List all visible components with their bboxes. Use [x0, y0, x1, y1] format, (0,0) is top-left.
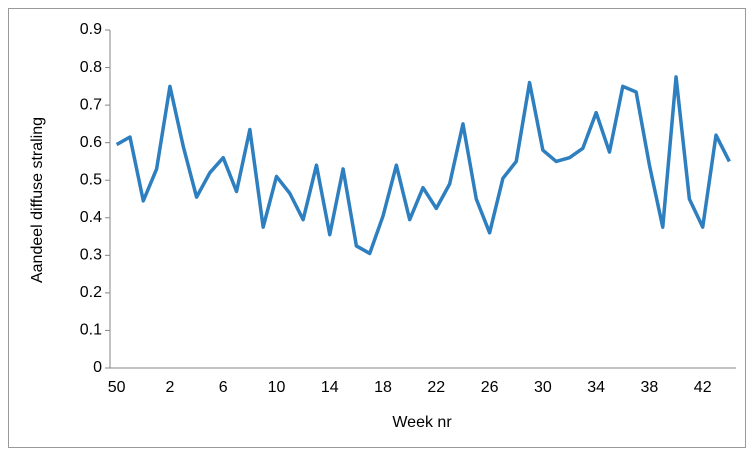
x-tick-label: 34 [587, 379, 605, 396]
x-tick-label: 10 [268, 379, 286, 396]
y-axis-label: Aandeel diffuse straling [29, 117, 46, 283]
x-tick-label: 6 [219, 379, 228, 396]
x-tick-label: 30 [534, 379, 552, 396]
x-tick-label: 50 [108, 379, 126, 396]
data-line [115, 75, 731, 256]
y-tick-label: 0.8 [80, 59, 102, 76]
y-tick-label: 0.2 [80, 284, 102, 301]
x-tick-label: 14 [321, 379, 339, 396]
y-tick-label: 0.3 [80, 247, 102, 264]
y-tick-label: 0 [93, 359, 102, 376]
y-tick-label: 0.6 [80, 134, 102, 151]
x-tick-label: 42 [694, 379, 712, 396]
x-tick-label: 18 [374, 379, 392, 396]
y-tick-label: 0.4 [80, 209, 102, 226]
y-tick-label: 0.9 [80, 21, 102, 38]
x-tick-label: 2 [165, 379, 174, 396]
y-tick-label: 0.5 [80, 171, 102, 188]
x-tick-label: 38 [641, 379, 659, 396]
x-tick-label: 22 [427, 379, 445, 396]
y-tick-label: 0.7 [80, 96, 102, 113]
y-tick-label: 0.1 [80, 322, 102, 339]
x-axis-label: Week nr [392, 414, 452, 431]
x-tick-label: 26 [481, 379, 499, 396]
